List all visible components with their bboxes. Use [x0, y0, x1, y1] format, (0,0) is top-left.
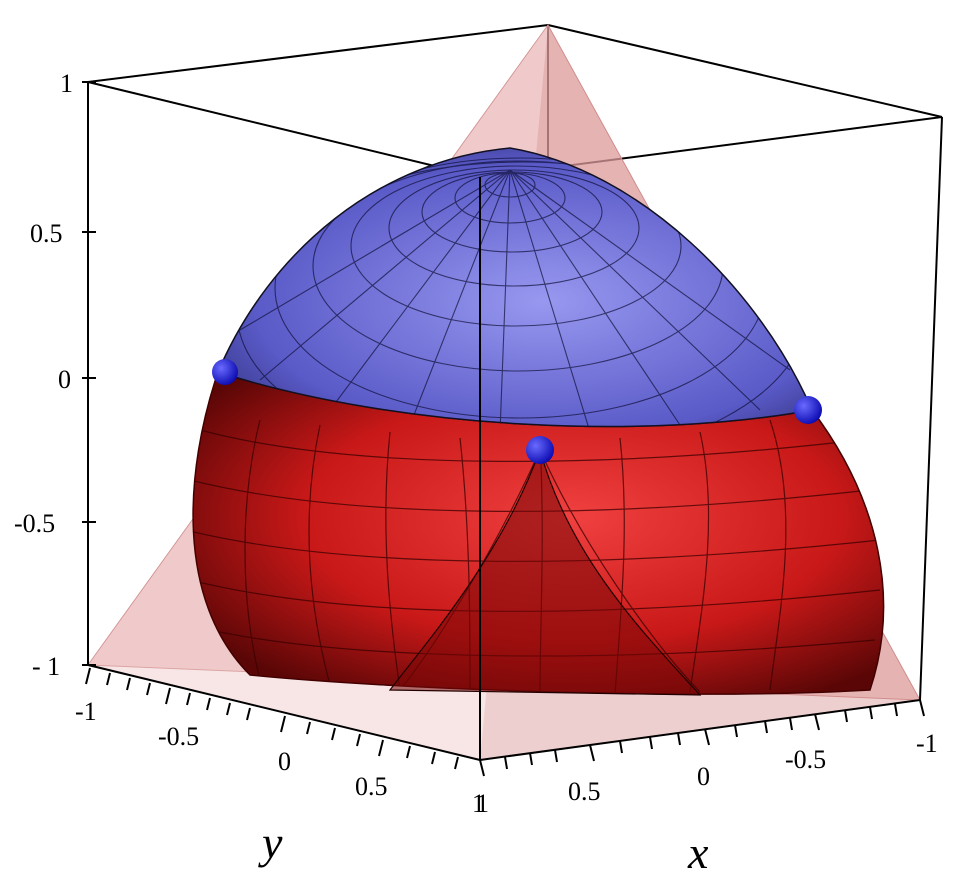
marked-points: [212, 359, 822, 464]
y-tick-label: 0: [278, 747, 291, 776]
point-marker: [212, 359, 238, 385]
x-axis-label: x: [687, 827, 709, 878]
bounding-box-front: [87, 82, 943, 761]
z-axis: 1 0.5 0 -0.5 - 1: [14, 69, 96, 681]
z-tick-label: 1: [60, 69, 73, 98]
y-tick-label: -0.5: [158, 722, 199, 751]
x-tick-label: -1: [916, 729, 938, 758]
x-tick-label: 0.5: [568, 777, 601, 806]
z-tick-label: -0.5: [14, 509, 55, 538]
y-tick-label: -1: [75, 697, 97, 726]
z-tick-label: 0: [58, 365, 71, 394]
point-marker: [794, 396, 822, 424]
point-marker: [526, 436, 554, 464]
red-surface: [192, 371, 885, 696]
y-axis: -1 -0.5 0 0.5 1 y: [75, 667, 485, 868]
y-tick-label: 0.5: [355, 772, 388, 801]
x-axis: 1 0.5 0 -0.5 -1 x: [476, 699, 938, 878]
z-tick-label: 0.5: [30, 219, 63, 248]
z-tick-label: - 1: [32, 652, 60, 681]
x-tick-label: -0.5: [785, 745, 826, 774]
y-axis-label: y: [258, 817, 283, 868]
x-tick-label: 1: [476, 789, 489, 818]
y-tick-label: 1: [472, 789, 485, 818]
x-tick-label: 0: [697, 762, 710, 791]
